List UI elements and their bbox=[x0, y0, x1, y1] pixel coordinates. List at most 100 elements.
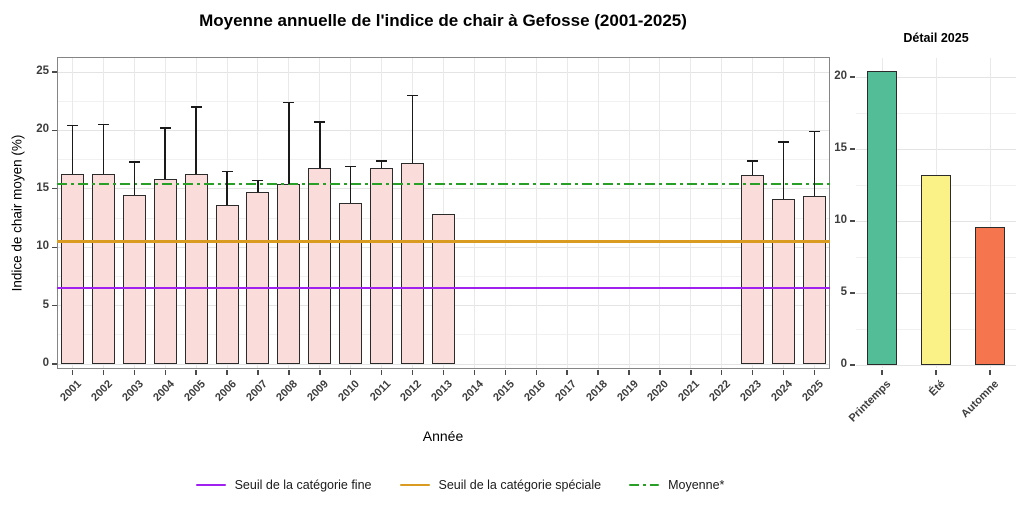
bar-Printemps bbox=[867, 71, 897, 365]
x-tick-mark bbox=[881, 369, 883, 375]
y-tick-label-25: 25 bbox=[36, 65, 49, 77]
y-tick-mark bbox=[850, 148, 855, 150]
y-tick-mark bbox=[52, 304, 57, 307]
bar-2004 bbox=[153, 179, 177, 364]
x-tick-mark bbox=[721, 369, 723, 375]
x-tick-label-2008: 2008 bbox=[274, 378, 301, 404]
x-tick-mark bbox=[133, 369, 135, 375]
x-tick-label-2011: 2011 bbox=[367, 378, 394, 404]
bar-2008 bbox=[277, 184, 301, 364]
x-tick-mark bbox=[935, 369, 937, 375]
error-bar-cap-2011 bbox=[376, 160, 388, 162]
bar-Été bbox=[921, 174, 951, 365]
error-bar-cap-2004 bbox=[159, 127, 171, 129]
error-bar-2012 bbox=[411, 95, 414, 164]
bar-2003 bbox=[122, 194, 146, 364]
x-tick-label-Automne: Automne bbox=[959, 378, 1002, 421]
x-tick-mark bbox=[566, 369, 568, 375]
x-tick-mark bbox=[226, 369, 228, 375]
legend-item-moyenne: Moyenne* bbox=[629, 478, 724, 492]
bar-2007 bbox=[246, 192, 270, 364]
bar-2024 bbox=[772, 199, 796, 364]
x-tick-mark bbox=[597, 369, 599, 375]
x-tick-label-2015: 2015 bbox=[491, 378, 517, 404]
x-tick-label-2021: 2021 bbox=[676, 378, 703, 404]
bar-2010 bbox=[339, 202, 363, 364]
x-tick-label-2013: 2013 bbox=[429, 378, 455, 404]
gridline-vertical bbox=[473, 58, 475, 368]
x-tick-mark bbox=[442, 369, 445, 375]
x-tick-label-2023: 2023 bbox=[738, 378, 765, 404]
y-tick-mark bbox=[52, 188, 57, 190]
error-bar-cap-2002 bbox=[97, 123, 109, 126]
legend-key-speciale-line bbox=[399, 483, 430, 487]
x-tick-label-2007: 2007 bbox=[243, 378, 270, 404]
y-tick-label-5: 5 bbox=[840, 286, 847, 298]
main-chart-title: Moyenne annuelle de l'indice de chair à … bbox=[199, 11, 687, 30]
error-bar-2001 bbox=[71, 125, 74, 174]
y-tick-mark bbox=[52, 71, 57, 73]
error-bar-cap-2008 bbox=[283, 101, 295, 104]
x-tick-mark bbox=[102, 369, 105, 375]
gridline-vertical bbox=[628, 58, 630, 368]
y-tick-label-20: 20 bbox=[36, 123, 49, 136]
gridline-vertical bbox=[443, 58, 444, 368]
error-bar-2002 bbox=[102, 124, 105, 174]
gridline-vertical bbox=[690, 58, 692, 368]
y-tick-label-0: 0 bbox=[840, 358, 847, 370]
gridline-vertical bbox=[566, 58, 568, 368]
error-bar-cap-2005 bbox=[190, 106, 202, 108]
y-tick-label-20: 20 bbox=[834, 70, 847, 82]
x-tick-mark bbox=[473, 369, 476, 375]
bar-Automne bbox=[975, 226, 1005, 365]
x-tick-label-2022: 2022 bbox=[707, 378, 734, 404]
gridline-vertical bbox=[504, 58, 506, 368]
y-tick-label-10: 10 bbox=[834, 214, 847, 226]
y-tick-mark bbox=[52, 363, 57, 365]
x-tick-label-2010: 2010 bbox=[336, 378, 363, 404]
error-bar-cap-2024 bbox=[778, 141, 790, 143]
x-tick-label-2012: 2012 bbox=[398, 378, 425, 404]
y-tick-mark bbox=[850, 364, 855, 366]
x-tick-label-2003: 2003 bbox=[119, 378, 146, 404]
error-bar-cap-2009 bbox=[314, 121, 326, 123]
x-tick-mark bbox=[989, 369, 991, 375]
y-tick-mark bbox=[850, 76, 855, 78]
x-tick-label-2018: 2018 bbox=[583, 378, 610, 404]
error-bar-2008 bbox=[288, 102, 290, 185]
y-tick-label-15: 15 bbox=[36, 181, 49, 194]
bar-2023 bbox=[741, 174, 765, 364]
x-tick-mark bbox=[659, 369, 661, 375]
legend-label-fine: Seuil de la catégorie fine bbox=[234, 478, 372, 492]
error-bar-cap-2023 bbox=[747, 160, 759, 162]
error-bar-2023 bbox=[751, 160, 754, 175]
x-tick-mark bbox=[350, 369, 352, 375]
gridline-vertical bbox=[597, 58, 599, 368]
x-tick-label-2002: 2002 bbox=[89, 378, 115, 404]
gridline-vertical bbox=[721, 58, 723, 368]
x-tick-label-2019: 2019 bbox=[614, 378, 641, 404]
x-tick-label-2001: 2001 bbox=[58, 378, 84, 404]
x-tick-label-2004: 2004 bbox=[150, 378, 177, 404]
legend-key-fine-line bbox=[195, 483, 226, 487]
bar-2002 bbox=[91, 173, 115, 364]
gridline-vertical bbox=[535, 58, 537, 368]
legend-label-moyenne: Moyenne* bbox=[668, 478, 725, 492]
x-tick-label-Été: Été bbox=[926, 378, 948, 399]
error-bar-2011 bbox=[380, 160, 383, 168]
x-tick-mark bbox=[782, 369, 785, 375]
error-bar-2025 bbox=[813, 131, 816, 196]
y-axis-label: Indice de chair moyen (%) bbox=[9, 134, 25, 292]
y-tick-label-10: 10 bbox=[36, 240, 49, 253]
detail-chart-title: Détail 2025 bbox=[903, 31, 969, 45]
error-bar-cap-2007 bbox=[252, 179, 264, 182]
x-tick-label-2014: 2014 bbox=[460, 378, 486, 404]
bar-2001 bbox=[60, 173, 84, 364]
error-bar-2004 bbox=[164, 128, 166, 180]
x-tick-mark bbox=[813, 369, 816, 375]
legend-label-speciale: Seuil de la catégorie spéciale bbox=[438, 478, 602, 492]
bar-2005 bbox=[184, 173, 208, 364]
error-bar-2006 bbox=[226, 171, 228, 206]
error-bar-cap-2006 bbox=[221, 170, 233, 173]
error-bar-cap-2010 bbox=[345, 165, 357, 168]
